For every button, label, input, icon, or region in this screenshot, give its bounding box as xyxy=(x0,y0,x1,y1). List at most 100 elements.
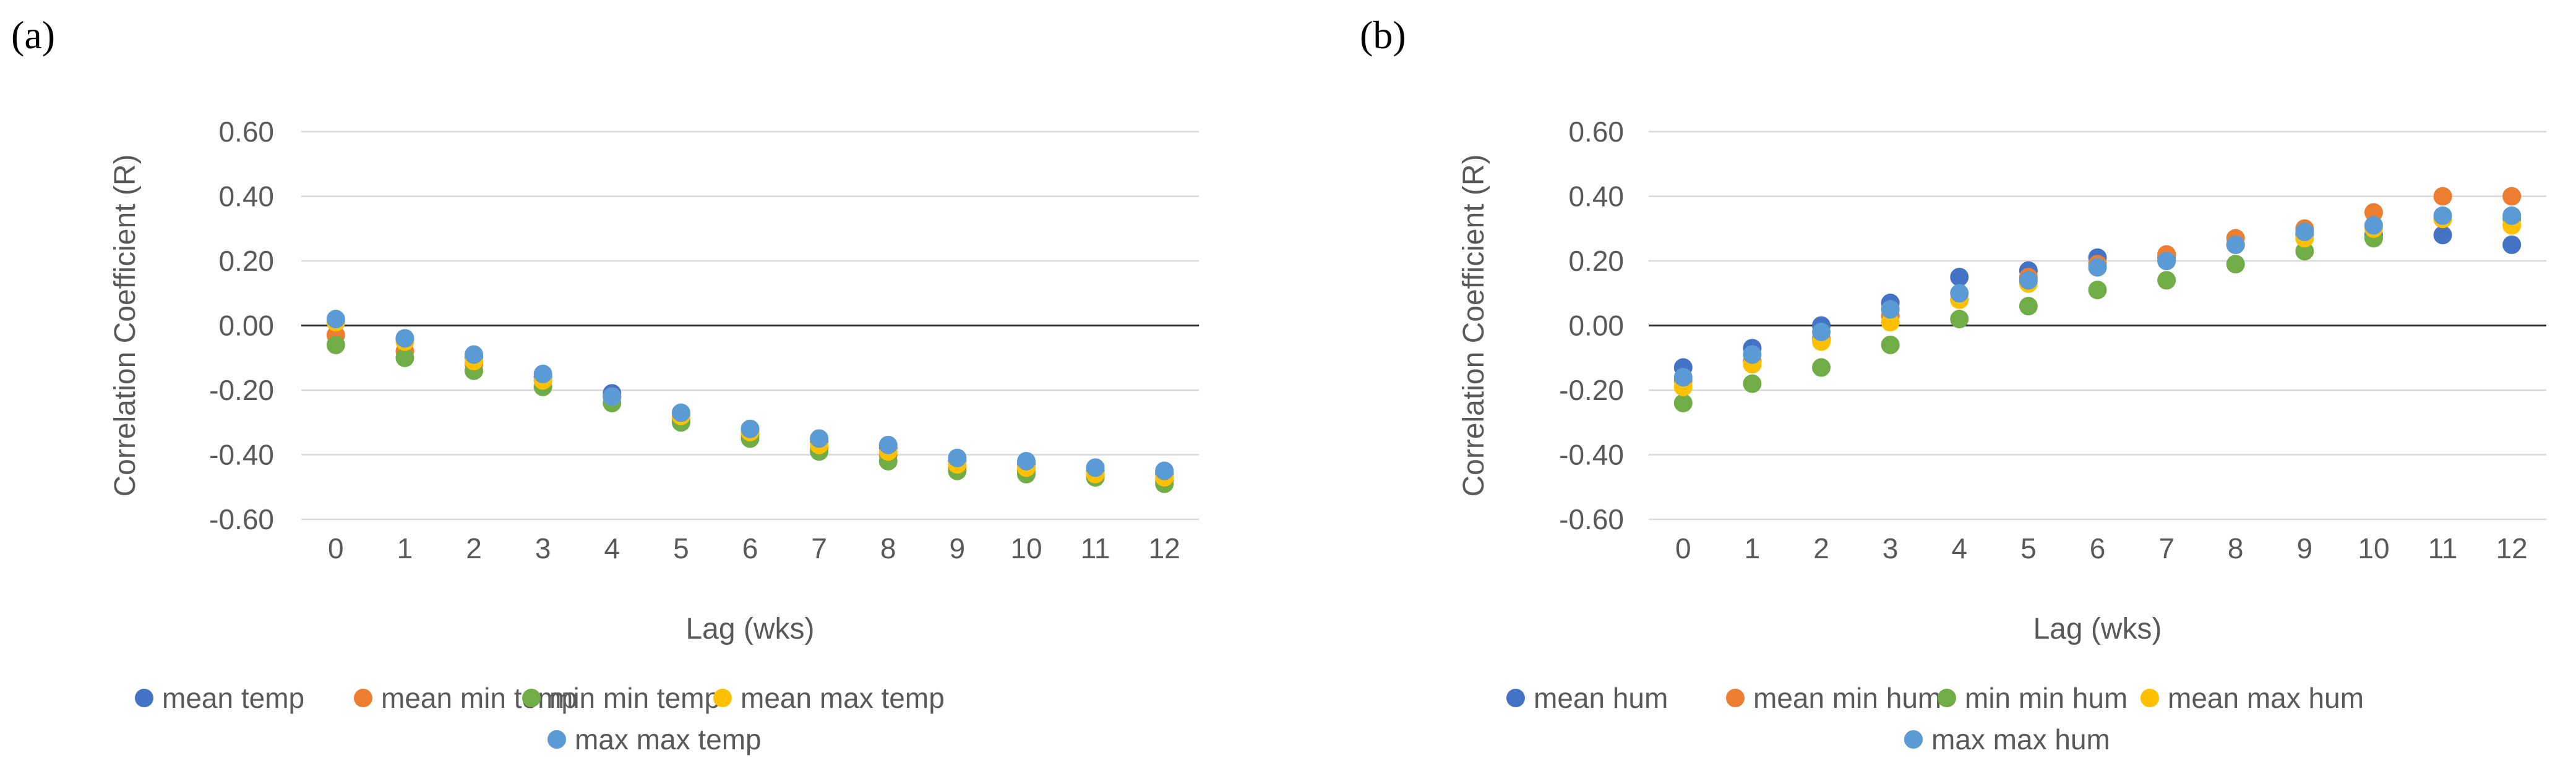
legend-marker xyxy=(1506,689,1525,707)
data-point xyxy=(2019,297,2038,316)
series-min-min-hum xyxy=(1673,210,2522,412)
legend-marker xyxy=(135,689,153,707)
y-axis-title: Correlation Coefficient (R) xyxy=(109,155,142,497)
series-mean-max-temp xyxy=(326,313,1174,487)
legend-label: mean hum xyxy=(1534,682,1668,714)
legend-marker xyxy=(522,689,541,707)
data-point xyxy=(1881,300,1900,319)
y-tick-label: 0.60 xyxy=(218,116,274,148)
x-tick-label: 8 xyxy=(880,532,896,564)
x-tick-label: 5 xyxy=(2020,532,2037,564)
x-axis-title: Lag (wks) xyxy=(685,613,814,645)
x-tick-label: 1 xyxy=(397,532,413,564)
x-tick-label: 6 xyxy=(742,532,758,564)
y-tick-label: -0.20 xyxy=(1559,374,1624,406)
data-point xyxy=(326,335,345,354)
legend-label: mean max hum xyxy=(2168,682,2364,714)
data-point xyxy=(2157,271,2176,290)
data-point xyxy=(2295,222,2314,241)
data-point xyxy=(1743,345,1762,364)
x-tick-label: 10 xyxy=(2358,532,2389,564)
data-point xyxy=(1155,461,1174,480)
data-point xyxy=(1881,313,1900,332)
data-point xyxy=(1086,458,1105,477)
legend-label: mean max temp xyxy=(741,682,945,714)
x-tick-label: 3 xyxy=(535,532,551,564)
legend-label: mean min hum xyxy=(1753,682,1941,714)
data-point xyxy=(810,429,829,448)
series-max-max-temp xyxy=(326,310,1174,480)
chart-panel-b: (b)0.600.400.200.00-0.20-0.40-0.600 1 2 3 4 5… xyxy=(1360,13,2546,755)
y-tick-label: 0.20 xyxy=(1568,245,1624,277)
x-tick-label: 2 xyxy=(1813,532,1829,564)
data-point xyxy=(603,387,622,406)
data-point xyxy=(2088,258,2107,277)
data-point xyxy=(2157,252,2176,270)
series-mean-temp xyxy=(326,313,1174,483)
data-point xyxy=(1881,335,1900,354)
x-tick-label: 12 xyxy=(1149,532,1180,564)
data-point xyxy=(878,435,898,454)
y-tick-label: 0.60 xyxy=(1568,116,1624,148)
series-min-min-temp xyxy=(326,335,1174,493)
data-point xyxy=(2364,216,2383,235)
legend-marker xyxy=(1726,689,1745,707)
data-point xyxy=(1673,368,1693,387)
x-tick-label: 9 xyxy=(950,532,966,564)
data-point xyxy=(2295,242,2314,261)
data-point xyxy=(2433,226,2452,245)
legend-label: min min temp xyxy=(549,682,720,714)
x-tick-label: 4 xyxy=(1951,532,1967,564)
x-tick-label: 11 xyxy=(1081,532,1110,564)
y-tick-label: 0.20 xyxy=(218,245,274,277)
series-max-max-hum xyxy=(1673,206,2522,387)
data-point xyxy=(671,403,690,422)
x-tick-label: 6 xyxy=(2090,532,2106,564)
legend-marker xyxy=(354,689,372,707)
x-tick-label: 0 xyxy=(328,532,344,564)
x-tick-label: 0 xyxy=(1675,532,1691,564)
data-point xyxy=(2502,187,2522,206)
series-mean-hum xyxy=(1673,226,2522,377)
data-point xyxy=(395,329,414,348)
x-tick-label: 9 xyxy=(2297,532,2313,564)
legend-marker xyxy=(2140,689,2159,707)
data-point xyxy=(1673,393,1693,412)
x-tick-label: 5 xyxy=(673,532,689,564)
legend-label: mean min temp xyxy=(381,682,577,714)
legend-label: mean temp xyxy=(162,682,304,714)
legend-label: max max hum xyxy=(1931,723,2110,755)
x-tick-label: 11 xyxy=(2428,532,2458,564)
y-axis-title: Correlation Coefficient (R) xyxy=(1458,155,1490,497)
data-point xyxy=(1016,451,1036,470)
y-tick-label: -0.40 xyxy=(1559,439,1624,471)
panel-label: (a) xyxy=(11,13,55,57)
legend-marker xyxy=(1904,730,1923,749)
y-tick-label: 0.40 xyxy=(1568,181,1624,213)
legend-label: max max temp xyxy=(575,723,762,755)
data-point xyxy=(741,419,760,438)
data-point xyxy=(2226,235,2245,254)
data-point xyxy=(2088,281,2107,300)
x-tick-label: 8 xyxy=(2228,532,2244,564)
x-tick-label: 10 xyxy=(1010,532,1042,564)
legend: mean hum mean min hum min min hum mean max … xyxy=(1506,682,2364,755)
data-point xyxy=(395,348,414,367)
y-tick-label: -0.20 xyxy=(209,374,274,406)
x-tick-label: 4 xyxy=(604,532,620,564)
data-point xyxy=(1950,268,1969,287)
data-point xyxy=(2019,271,2038,290)
y-tick-label: 0.00 xyxy=(218,310,274,342)
legend-marker xyxy=(713,689,732,707)
legend-marker xyxy=(1938,689,1956,707)
chart-panel-a: (a)0.600.400.200.00-0.20-0.40-0.600 1 2 3 4 5… xyxy=(11,13,1199,755)
x-tick-label: 7 xyxy=(2158,532,2175,564)
data-point xyxy=(1950,310,1969,329)
data-point xyxy=(2433,206,2452,225)
data-point xyxy=(2226,255,2245,274)
data-point xyxy=(2433,187,2452,206)
data-point xyxy=(1950,284,1969,303)
data-point xyxy=(1812,322,1831,341)
